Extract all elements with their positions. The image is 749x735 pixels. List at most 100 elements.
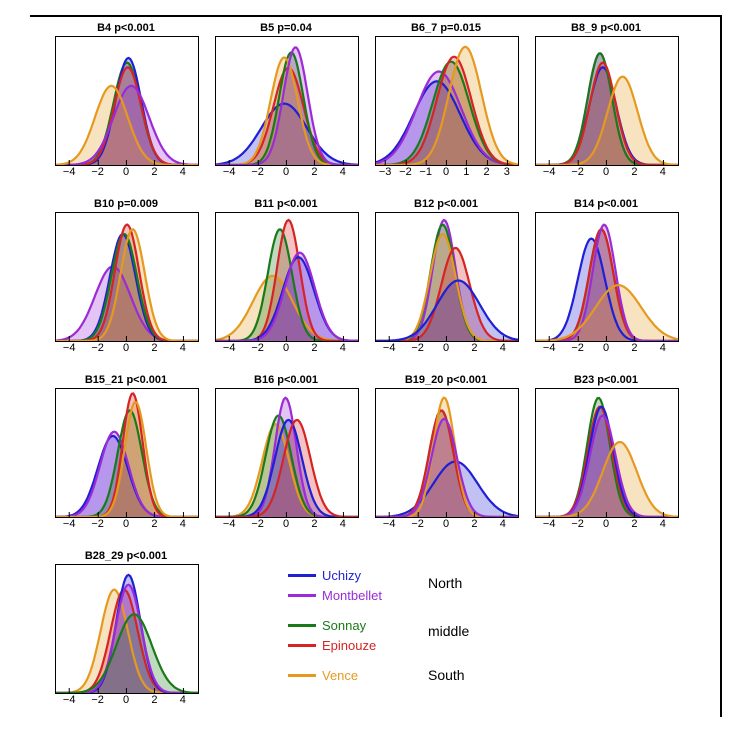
panel-B6_7: B6_7 p=0.015−3−2−10123	[375, 22, 517, 184]
x-tick: −4	[63, 518, 76, 530]
x-tick: −2	[571, 518, 584, 530]
panel-title: B4 p<0.001	[55, 22, 197, 34]
x-tick: 0	[283, 166, 289, 178]
x-tick: 0	[123, 694, 129, 706]
panel-title: B16 p<0.001	[215, 374, 357, 386]
panel-B19_20: B19_20 p<0.001−4−2024	[375, 374, 517, 536]
x-tick: 2	[484, 166, 490, 178]
x-tick: 4	[660, 342, 666, 354]
x-tick: 2	[471, 342, 477, 354]
panel-plot-area	[375, 36, 519, 166]
x-tick: −2	[399, 166, 412, 178]
panel-title: B11 p<0.001	[215, 198, 357, 210]
legend-swatch	[288, 644, 316, 647]
panel-plot-area	[215, 212, 359, 342]
x-tick: 2	[631, 518, 637, 530]
x-tick: 2	[311, 342, 317, 354]
panel-B23: B23 p<0.001−4−2024	[535, 374, 677, 536]
x-tick: 2	[311, 518, 317, 530]
x-tick: 0	[123, 342, 129, 354]
density-fill-Montbellet	[376, 419, 518, 517]
x-tick: 2	[151, 342, 157, 354]
panel-plot-area	[535, 388, 679, 518]
x-tick: −4	[63, 166, 76, 178]
x-tick: 0	[443, 166, 449, 178]
x-tick: −4	[543, 166, 556, 178]
x-tick: 0	[443, 342, 449, 354]
x-tick: −3	[379, 166, 392, 178]
x-tick: 4	[340, 518, 346, 530]
x-axis: −4−2024	[535, 518, 677, 536]
x-tick: −1	[419, 166, 432, 178]
legend-swatch	[288, 594, 316, 597]
x-axis: −4−2024	[55, 518, 197, 536]
panel-title: B8_9 p<0.001	[535, 22, 677, 34]
panel-plot-area	[535, 36, 679, 166]
x-tick: 0	[603, 166, 609, 178]
x-tick: −2	[571, 342, 584, 354]
legend-label: Vence	[322, 668, 358, 683]
panel-B14: B14 p<0.001−4−2024	[535, 198, 677, 360]
x-axis: −4−2024	[215, 342, 357, 360]
legend-item-Epinouze: Epinouze	[288, 635, 382, 655]
x-tick: 4	[660, 166, 666, 178]
panel-B5: B5 p=0.04−4−2024	[215, 22, 357, 184]
x-tick: 0	[443, 518, 449, 530]
x-tick: 2	[151, 166, 157, 178]
panel-B11: B11 p<0.001−4−2024	[215, 198, 357, 360]
panel-B28_29: B28_29 p<0.001−4−2024	[55, 550, 197, 712]
panel-B10: B10 p=0.009−4−2024	[55, 198, 197, 360]
legend-series-column: Uchizy Montbellet Sonnay Epinouze Vence	[288, 565, 382, 685]
legend-swatch	[288, 624, 316, 627]
x-tick: −2	[411, 518, 424, 530]
x-tick: 4	[660, 518, 666, 530]
x-tick: −4	[383, 342, 396, 354]
panel-plot-area	[55, 388, 199, 518]
legend-item-Sonnay: Sonnay	[288, 615, 382, 635]
legend-region-label: South	[428, 667, 465, 683]
panel-title: B6_7 p=0.015	[375, 22, 517, 34]
x-tick: −4	[63, 342, 76, 354]
x-tick: 4	[500, 342, 506, 354]
legend-item-Vence: Vence	[288, 665, 382, 685]
legend-region-label: middle	[428, 623, 469, 639]
panel-plot-area	[215, 388, 359, 518]
panel-plot-area	[375, 212, 519, 342]
x-tick: 4	[180, 342, 186, 354]
x-tick: 4	[180, 694, 186, 706]
x-tick: 0	[123, 166, 129, 178]
x-tick: −2	[91, 518, 104, 530]
x-axis: −4 −2 0 2 4	[375, 518, 517, 536]
legend-swatch	[288, 574, 316, 577]
panel-title: B15_21 p<0.001	[55, 374, 197, 386]
x-tick: 1	[463, 166, 469, 178]
panel-title: B12 p<0.001	[375, 198, 517, 210]
legend-label: Epinouze	[322, 638, 376, 653]
density-fill-Vence	[536, 285, 678, 341]
x-tick: −4	[223, 342, 236, 354]
legend-item-Uchizy: Uchizy	[288, 565, 382, 585]
x-tick: −2	[91, 166, 104, 178]
panel-row: B15_21 p<0.001 −4 −2 0 2 4 B16 p<0.001 −4 −2 0 2 4 B…	[55, 374, 677, 536]
panel-title: B23 p<0.001	[535, 374, 677, 386]
panel-title: B5 p=0.04	[215, 22, 357, 34]
x-tick: 0	[283, 518, 289, 530]
x-tick: −2	[251, 518, 264, 530]
x-axis: −4−2024	[55, 342, 197, 360]
x-tick: 2	[471, 518, 477, 530]
legend-label: Montbellet	[322, 588, 382, 603]
x-tick: 2	[151, 694, 157, 706]
x-axis: −4−2024	[535, 342, 677, 360]
panel-B8_9: B8_9 p<0.001−4−2024	[535, 22, 677, 184]
legend-label: Sonnay	[322, 618, 366, 633]
x-tick: −2	[91, 694, 104, 706]
x-tick: 0	[123, 518, 129, 530]
x-axis: −3−2−10123	[375, 166, 517, 184]
x-axis: −4−2024	[55, 694, 197, 712]
x-tick: 2	[311, 166, 317, 178]
x-tick: 0	[283, 342, 289, 354]
x-tick: 4	[180, 166, 186, 178]
x-tick: 4	[500, 518, 506, 530]
x-tick: −4	[383, 518, 396, 530]
panel-title: B14 p<0.001	[535, 198, 677, 210]
